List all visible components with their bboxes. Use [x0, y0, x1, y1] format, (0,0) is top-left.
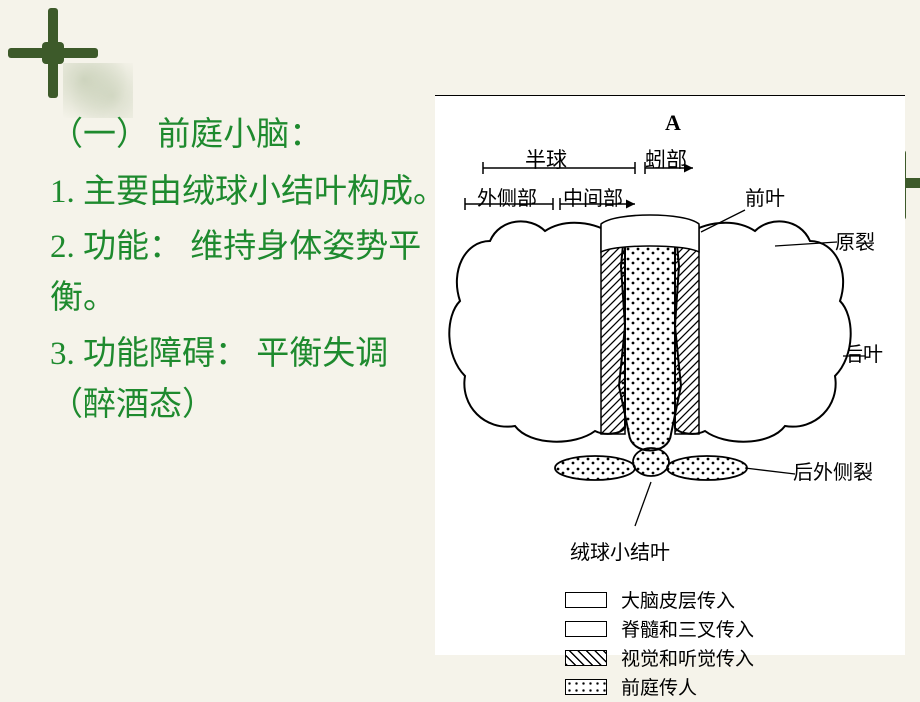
legend-item: 前庭传人 [565, 673, 754, 700]
section-title: （一） 前庭小脑： [50, 110, 450, 161]
legend-item: 大脑皮层传入 [565, 586, 754, 613]
cerebellum-diagram: A 半球 蚓部 外侧部 中间部 前叶 原裂 后叶 后外侧裂 绒球小结叶 [435, 95, 905, 655]
legend-label: 脊髓和三叉传入 [621, 615, 754, 642]
point-3: 3. 功能障碍： 平衡失调（醉酒态） [50, 329, 450, 431]
slide-text: （一） 前庭小脑： 1. 主要由绒球小结叶构成。 2. 功能： 维持身体姿势平衡… [50, 110, 450, 435]
point-2: 2. 功能： 维持身体姿势平衡。 [50, 222, 450, 324]
legend-label: 前庭传人 [621, 673, 697, 700]
point-1: 1. 主要由绒球小结叶构成。 [50, 167, 450, 218]
cerebellum-shape-icon [445, 206, 885, 546]
legend-label: 大脑皮层传入 [621, 586, 735, 613]
legend-swatch-icon [565, 650, 607, 666]
legend-label: 视觉和听觉传入 [621, 644, 754, 671]
diagram-legend: 大脑皮层传入 脊髓和三叉传入 视觉和听觉传入 前庭传人 [565, 586, 754, 702]
diagram-title: A [665, 110, 681, 136]
legend-swatch-icon [565, 592, 607, 608]
legend-swatch-icon [565, 679, 607, 695]
legend-item: 脊髓和三叉传入 [565, 615, 754, 642]
legend-swatch-icon [565, 621, 607, 637]
legend-item: 视觉和听觉传入 [565, 644, 754, 671]
corner-ornament [8, 8, 98, 98]
